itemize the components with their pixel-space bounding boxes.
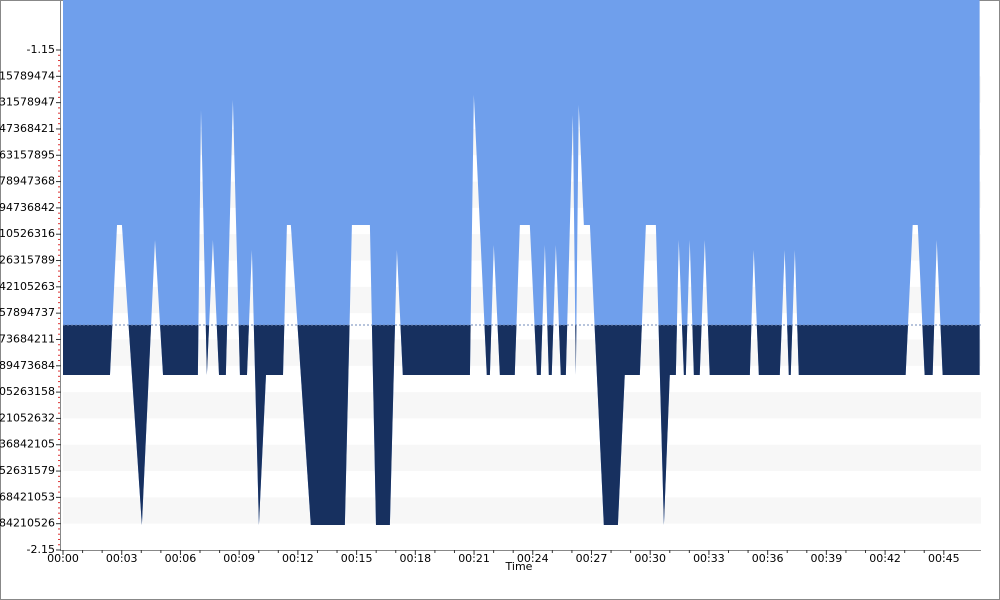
- x-axis-label: Time: [505, 560, 533, 573]
- y-tick-label: -1.3605263157895: [0, 148, 55, 161]
- x-tick-label: 00:15: [341, 552, 373, 565]
- y-tick-label: -1.5184210526316: [0, 227, 55, 240]
- grid-band: [63, 444, 981, 472]
- y-tick-label: -1.8868421052632: [0, 411, 55, 424]
- y-tick-label: -2.15: [27, 543, 55, 556]
- x-tick-label: 00:03: [106, 552, 138, 565]
- area-below-threshold: [63, 325, 980, 525]
- x-tick-label: 00:24: [517, 552, 549, 565]
- y-tick-label: -1.15: [27, 43, 55, 56]
- y-tick-label: -1.3078947368421: [0, 122, 55, 135]
- x-tick-label: 00:27: [576, 552, 608, 565]
- y-tick-label: -1.4657894736842: [0, 201, 55, 214]
- x-tick-label: 00:30: [634, 552, 666, 565]
- y-tick-label: -1.9394736842105: [0, 438, 55, 451]
- x-tick-label: 00:42: [869, 552, 901, 565]
- x-tick-label: 00:09: [223, 552, 255, 565]
- grid-band: [63, 392, 981, 419]
- y-tick-label: -1.5710526315789: [0, 254, 55, 267]
- x-tick-label: 00:12: [282, 552, 314, 565]
- y-tick-label: -1.7815789473684: [0, 359, 55, 372]
- y-tick-label: -1.9921052631579: [0, 464, 55, 477]
- y-tick-label: -1.2026315789474: [0, 69, 55, 82]
- x-tick-label: 00:00: [47, 552, 79, 565]
- x-tick-label: 00:45: [928, 552, 960, 565]
- y-tick-label: -2.0447368421053: [0, 490, 55, 503]
- x-tick-label: 00:33: [693, 552, 725, 565]
- y-tick-label: -1.6236842105263: [0, 280, 55, 293]
- y-tick-label: -1.7289473684211: [0, 332, 55, 345]
- y-tick-label: -1.8342105263158: [0, 385, 55, 398]
- x-tick-label: 00:36: [752, 552, 784, 565]
- x-tick-label: 00:39: [811, 552, 843, 565]
- grid-band: [63, 497, 981, 524]
- y-tick-label: -1.4131578947368: [0, 175, 55, 188]
- y-tick-label: -1.6763157894737: [0, 306, 55, 319]
- x-tick-label: 00:06: [165, 552, 197, 565]
- area-above: [63, 0, 980, 525]
- y-tick-label: -2.0973684210526: [0, 517, 55, 530]
- y-tick-label: -1.2552631578947: [0, 96, 55, 109]
- x-tick-label: 00:21: [458, 552, 490, 565]
- x-tick-label: 00:18: [399, 552, 431, 565]
